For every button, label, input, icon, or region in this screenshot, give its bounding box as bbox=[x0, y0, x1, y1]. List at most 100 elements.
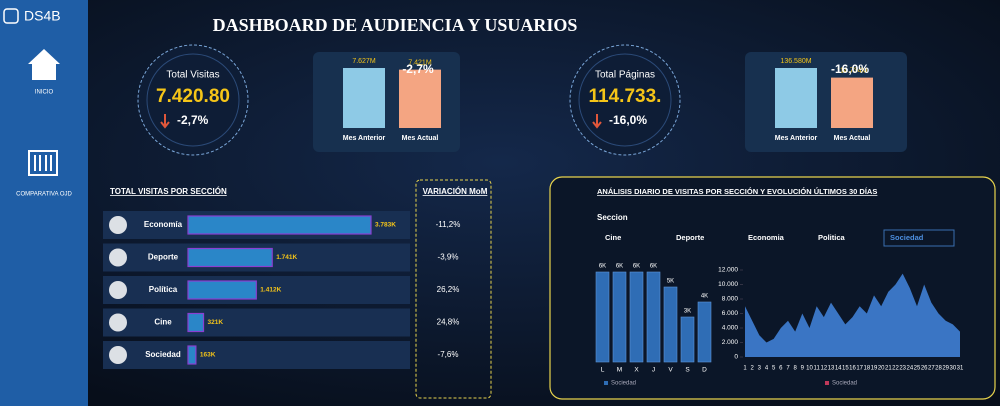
x-tick-label: 28 bbox=[935, 366, 942, 372]
down-arrow bbox=[592, 114, 602, 129]
weekday-bar bbox=[663, 286, 678, 363]
section-category: Política bbox=[149, 285, 178, 294]
weekday-value: 3K bbox=[684, 309, 691, 315]
section-icon bbox=[109, 248, 127, 267]
trend-area bbox=[745, 273, 960, 357]
variation-value: 26,2% bbox=[437, 285, 460, 294]
comparison-bar bbox=[775, 68, 817, 128]
slicer-option[interactable]: Cine bbox=[605, 233, 621, 242]
x-tick-label: 14 bbox=[835, 366, 842, 372]
weekday-value: 6K bbox=[616, 264, 623, 270]
y-tick-label: 0 bbox=[734, 354, 738, 361]
x-tick-label: 2 bbox=[750, 366, 754, 372]
x-tick-label: 30 bbox=[949, 366, 956, 372]
weekday-bar bbox=[629, 271, 644, 363]
comparison-card bbox=[745, 52, 907, 152]
weekday-category: L bbox=[601, 367, 605, 374]
section-value: 163K bbox=[200, 352, 216, 359]
weekday-category: D bbox=[702, 367, 707, 374]
comparison-bar bbox=[343, 68, 385, 128]
slicer-option[interactable]: Deporte bbox=[676, 233, 704, 242]
section-category: Deporte bbox=[148, 253, 179, 262]
x-tick-label: 19 bbox=[871, 366, 878, 372]
comparison-category: Mes Anterior bbox=[775, 135, 818, 142]
y-tick-label: 6.000 bbox=[722, 310, 739, 317]
y-tick-label: 10.000 bbox=[718, 281, 738, 288]
comparison-bar bbox=[831, 77, 873, 128]
comparison-icon-lines bbox=[34, 155, 52, 171]
weekday-bar bbox=[595, 271, 610, 363]
legend-label: Sociedad bbox=[832, 381, 857, 387]
section-icon bbox=[109, 216, 127, 234]
weekday-bar bbox=[697, 301, 712, 363]
x-tick-label: 21 bbox=[885, 366, 892, 372]
variation-value: -7,6% bbox=[438, 350, 459, 359]
section-value: 321K bbox=[208, 319, 224, 326]
weekday-value: 4K bbox=[701, 294, 708, 300]
y-tick-label: 8.000 bbox=[722, 296, 739, 303]
x-tick-label: 6 bbox=[779, 366, 783, 372]
nav-item[interactable]: INICIO bbox=[35, 90, 54, 96]
weekday-category: V bbox=[668, 367, 673, 374]
section-category: Economía bbox=[144, 220, 183, 229]
y-tick-label: 2.000 bbox=[722, 339, 739, 346]
comparison-icon[interactable] bbox=[28, 150, 58, 176]
weekday-bar bbox=[646, 271, 661, 363]
down-arrow bbox=[160, 114, 170, 129]
x-tick-label: 17 bbox=[856, 366, 863, 372]
weekday-category: J bbox=[652, 367, 655, 374]
legend-swatch bbox=[604, 381, 608, 385]
slicer-option[interactable]: Sociedad bbox=[890, 233, 924, 242]
x-tick-label: 12 bbox=[820, 366, 827, 372]
x-tick-label: 27 bbox=[928, 366, 935, 372]
x-tick-label: 31 bbox=[957, 366, 964, 372]
x-tick-label: 4 bbox=[765, 366, 769, 372]
kpi-ring-inner bbox=[146, 53, 240, 147]
kpi-value: 7.420.80 bbox=[156, 86, 230, 107]
kpi-label: Total Páginas bbox=[595, 70, 655, 81]
variation-title: VARIACIÓN MoM bbox=[423, 187, 488, 196]
section-icon bbox=[109, 313, 127, 332]
section-bar bbox=[187, 247, 273, 268]
section-bar bbox=[187, 280, 257, 300]
nav-item[interactable]: COMPARATIVA OJD bbox=[16, 192, 72, 198]
comparison-change: -16,0% bbox=[831, 62, 869, 76]
kpi-value: 114.733. bbox=[589, 86, 662, 107]
kpi-change: -2,7% bbox=[177, 113, 209, 127]
x-tick-label: 25 bbox=[914, 366, 921, 372]
x-tick-label: 13 bbox=[828, 366, 835, 372]
slicer-option[interactable]: Economia bbox=[748, 233, 785, 242]
comparison-change: -2,7% bbox=[402, 62, 434, 76]
section-bar bbox=[187, 215, 372, 235]
section-category: Sociedad bbox=[145, 350, 181, 359]
variation-value: -3,9% bbox=[438, 253, 459, 262]
section-icon bbox=[109, 281, 127, 299]
x-tick-label: 5 bbox=[772, 366, 776, 372]
x-tick-label: 26 bbox=[921, 366, 928, 372]
x-tick-label: 15 bbox=[842, 366, 849, 372]
y-tick-label: 12.000 bbox=[718, 267, 738, 274]
logo-icon bbox=[3, 8, 19, 24]
comparison-category: Mes Anterior bbox=[343, 135, 386, 142]
variation-box bbox=[415, 179, 492, 399]
x-tick-label: 10 bbox=[806, 366, 813, 372]
legend-label: Sociedad bbox=[611, 381, 636, 387]
row-background bbox=[103, 341, 410, 369]
section-value: 1.412K bbox=[260, 287, 281, 294]
x-tick-label: 29 bbox=[942, 366, 949, 372]
x-tick-label: 16 bbox=[849, 366, 856, 372]
x-tick-label: 24 bbox=[906, 366, 913, 372]
slicer-option[interactable]: Politica bbox=[818, 233, 846, 242]
daily-title: ANÁLISIS DIARIO DE VISITAS POR SECCIÓN Y… bbox=[597, 187, 877, 196]
comparison-bar bbox=[399, 69, 441, 128]
row-background bbox=[103, 308, 410, 337]
y-tick-label: 4.000 bbox=[722, 325, 739, 332]
weekday-bar bbox=[680, 316, 695, 363]
variation-value: -11,2% bbox=[436, 220, 461, 229]
kpi-ring-inner bbox=[578, 53, 672, 147]
slicer-selected[interactable] bbox=[883, 229, 955, 247]
section-title: TOTAL VISITAS POR SECCIÓN bbox=[110, 187, 227, 196]
home-icon[interactable] bbox=[28, 49, 60, 80]
